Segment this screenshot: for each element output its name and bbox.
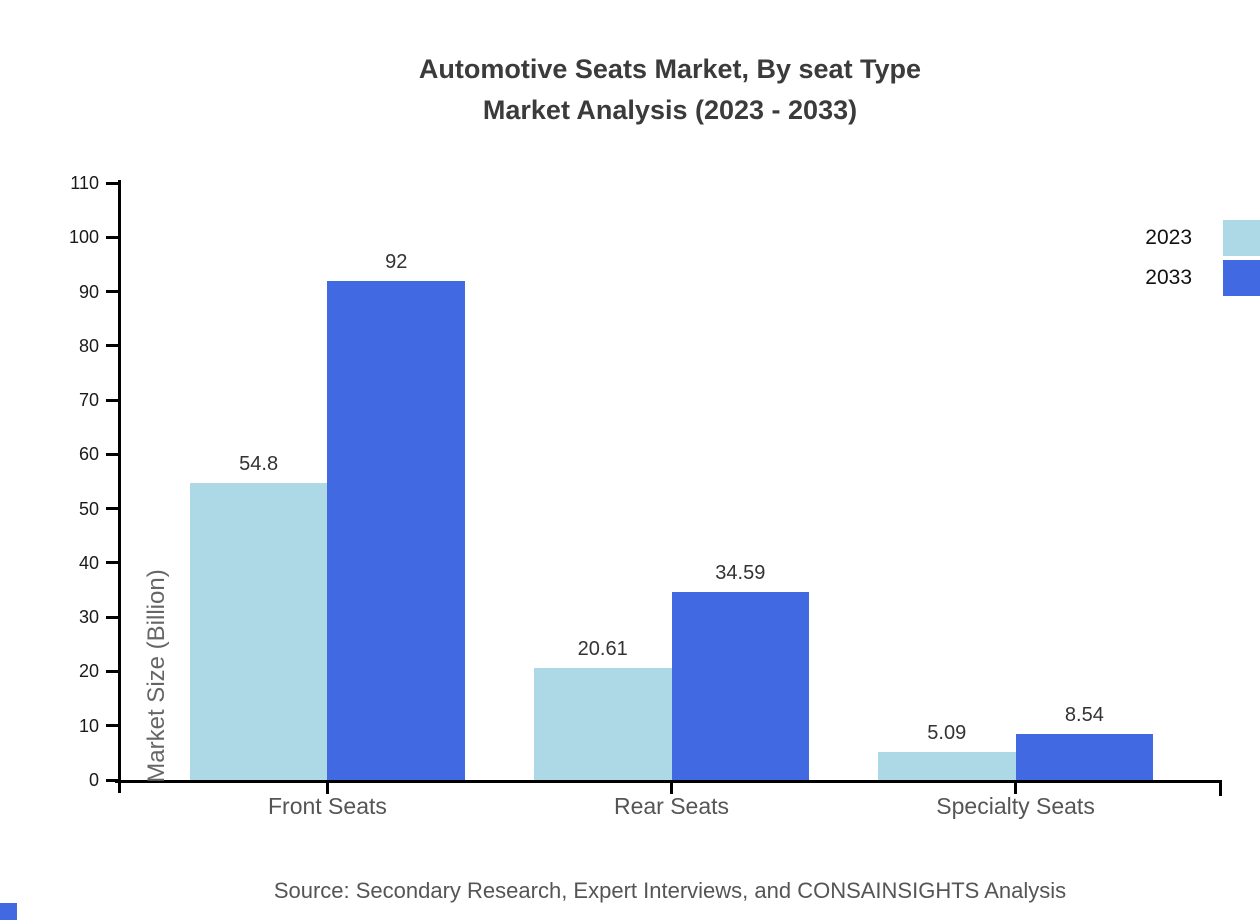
x-axis-line — [115, 780, 1222, 783]
y-tick-20 — [106, 669, 118, 673]
y-axis-title: Market Size (Billion) — [143, 569, 170, 783]
y-tick-label-100: 100 — [68, 227, 99, 248]
y-tick-label-50: 50 — [78, 498, 99, 519]
x-tick-front-seats — [325, 781, 329, 794]
category-label-rear-seats: Rear Seats — [613, 793, 730, 819]
y-tick-40 — [106, 561, 118, 565]
y-tick-100 — [106, 235, 118, 239]
y-tick-label-80: 80 — [78, 335, 99, 356]
chart-title: Automotive Seats Market, By seat Type Ma… — [118, 49, 1222, 131]
source-note: Source: Secondary Research, Expert Inter… — [273, 878, 1067, 903]
y-axis-line — [118, 180, 121, 793]
value-label-2023-front-seats: 54.8 — [239, 452, 279, 475]
plot-area: Market Size (Billion) 0 10 20 30 40 50 60 70 80 9… — [69, 173, 1222, 819]
x-axis-end-tick — [1219, 781, 1222, 796]
bar-2023-front-seats — [189, 482, 328, 780]
y-tick-110 — [106, 181, 118, 185]
y-tick-10 — [106, 724, 118, 728]
y-tick-0 — [106, 778, 118, 782]
y-tick-label-20: 20 — [78, 661, 99, 682]
y-tick-80 — [106, 344, 118, 348]
chart-title-line1: Automotive Seats Market, By seat Type — [418, 54, 922, 84]
y-tick-label-10: 10 — [78, 715, 99, 736]
y-tick-30 — [106, 615, 118, 619]
x-tick-specialty-seats — [1014, 781, 1018, 794]
y-tick-90 — [106, 290, 118, 294]
bar-2033-specialty-seats — [1015, 733, 1154, 780]
x-tick-rear-seats — [670, 781, 673, 794]
category-label-specialty-seats: Specialty Seats — [936, 793, 1095, 819]
bar-2033-front-seats — [327, 280, 466, 780]
value-label-2023-specialty-seats: 5.09 — [927, 722, 967, 745]
bar-2023-rear-seats — [533, 668, 672, 780]
bar-2033-rear-seats — [671, 592, 810, 780]
y-tick-50 — [106, 507, 118, 511]
value-label-2033-front-seats: 92 — [385, 250, 408, 273]
value-label-2033-specialty-seats: 8.54 — [1064, 703, 1104, 726]
bar-2023-specialty-seats — [877, 752, 1016, 780]
legend-swatch-2023 — [1223, 220, 1260, 256]
legend-label-2033: 2033 — [1145, 266, 1192, 289]
legend-swatch-2033 — [1223, 260, 1260, 296]
value-label-2033-rear-seats: 34.59 — [715, 562, 766, 585]
legend-label-2023: 2023 — [1145, 226, 1192, 249]
y-tick-70 — [106, 398, 118, 402]
corner-mark — [0, 903, 17, 920]
y-tick-60 — [106, 452, 118, 456]
y-tick-label-40: 40 — [78, 552, 99, 573]
y-tick-label-70: 70 — [78, 390, 99, 411]
y-tick-label-90: 90 — [78, 281, 99, 302]
y-tick-label-0: 0 — [88, 770, 99, 790]
y-tick-label-60: 60 — [78, 444, 99, 465]
category-label-front-seats: Front Seats — [267, 793, 387, 819]
y-tick-label-110: 110 — [70, 173, 99, 193]
chart-title-line2: Market Analysis (2023 - 2033) — [482, 95, 858, 125]
y-tick-label-30: 30 — [78, 607, 99, 628]
value-label-2023-rear-seats: 20.61 — [577, 638, 628, 661]
